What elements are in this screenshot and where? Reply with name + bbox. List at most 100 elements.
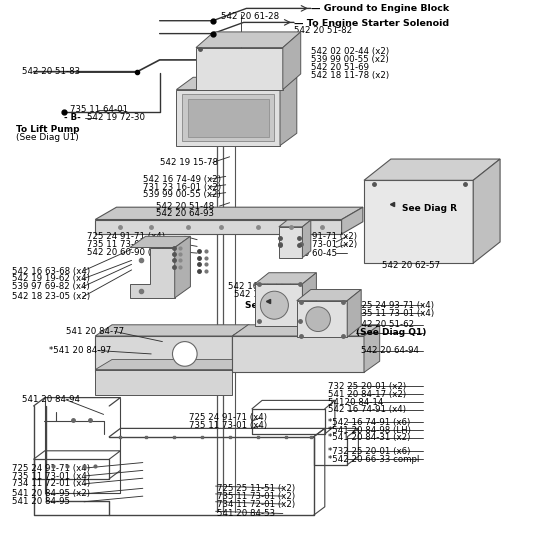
Polygon shape bbox=[188, 99, 269, 137]
Text: *732 25 20-01 (x6): *732 25 20-01 (x6) bbox=[328, 447, 410, 456]
Polygon shape bbox=[302, 220, 311, 258]
Text: 542 18 23-05 (x2): 542 18 23-05 (x2) bbox=[12, 292, 91, 301]
Polygon shape bbox=[302, 273, 316, 326]
Polygon shape bbox=[130, 248, 175, 298]
Text: 725 24 91-71 (x4): 725 24 91-71 (x4) bbox=[189, 413, 267, 422]
Text: See Diag R: See Diag R bbox=[402, 204, 457, 213]
Text: - B-: - B- bbox=[64, 113, 81, 122]
Polygon shape bbox=[283, 32, 301, 90]
Text: See Diag H: See Diag H bbox=[245, 301, 301, 310]
Text: 542 20 51-69: 542 20 51-69 bbox=[311, 63, 369, 72]
Text: 735 11 73-01 (x4): 735 11 73-01 (x4) bbox=[356, 309, 434, 318]
Polygon shape bbox=[196, 48, 283, 90]
Text: 542 20 60-45: 542 20 60-45 bbox=[279, 249, 337, 258]
Text: 542 16 74-49 (x2): 542 16 74-49 (x2) bbox=[143, 175, 221, 184]
Text: 735 11 73-01 (x2): 735 11 73-01 (x2) bbox=[217, 492, 296, 501]
Text: 725 24 93-71 (x4): 725 24 93-71 (x4) bbox=[356, 301, 433, 310]
Polygon shape bbox=[175, 236, 190, 298]
Text: *542 20 66-33 compl: *542 20 66-33 compl bbox=[328, 455, 419, 464]
Text: — To Engine Starter Solenoid: — To Engine Starter Solenoid bbox=[294, 19, 449, 28]
Text: 541 20 84-17 (x2): 541 20 84-17 (x2) bbox=[328, 390, 406, 399]
Text: *541 20 84-31 (x2): *541 20 84-31 (x2) bbox=[328, 433, 410, 442]
Polygon shape bbox=[232, 325, 380, 336]
Text: 541 20 84-95: 541 20 84-95 bbox=[12, 497, 71, 506]
Text: 734 11 72-01 (x2): 734 11 72-01 (x2) bbox=[217, 500, 296, 508]
Text: 732 25 20-01 (x2): 732 25 20-01 (x2) bbox=[328, 382, 406, 391]
Text: 735 11 73-01 (x4): 735 11 73-01 (x4) bbox=[12, 472, 91, 480]
Text: 542 19 72-30: 542 19 72-30 bbox=[87, 113, 145, 122]
Text: 541 20 84-53: 541 20 84-53 bbox=[217, 509, 276, 518]
Text: 725 24 91-71 (x4): 725 24 91-71 (x4) bbox=[12, 464, 90, 473]
Text: 541 20 84-94: 541 20 84-94 bbox=[22, 395, 81, 404]
Polygon shape bbox=[342, 207, 363, 234]
Polygon shape bbox=[130, 236, 190, 248]
Polygon shape bbox=[176, 77, 297, 90]
Polygon shape bbox=[347, 290, 361, 337]
Polygon shape bbox=[279, 227, 302, 258]
Polygon shape bbox=[255, 284, 302, 326]
Circle shape bbox=[306, 307, 330, 332]
Circle shape bbox=[260, 291, 288, 319]
Text: To Lift Pump: To Lift Pump bbox=[16, 125, 79, 134]
Text: (See Diag Q1): (See Diag Q1) bbox=[356, 328, 426, 337]
Text: 731 23 16-01 (x2): 731 23 16-01 (x2) bbox=[143, 183, 221, 192]
Circle shape bbox=[172, 342, 197, 366]
Text: 735 11 73-01 (x4): 735 11 73-01 (x4) bbox=[87, 240, 165, 249]
Text: 539 97 69-82 (x4): 539 97 69-82 (x4) bbox=[12, 282, 90, 291]
Text: 541 20 84-77: 541 20 84-77 bbox=[66, 327, 124, 336]
Text: 542 20 60-90 (x2): 542 20 60-90 (x2) bbox=[87, 248, 165, 256]
Text: 542 20 64-94: 542 20 64-94 bbox=[361, 346, 419, 355]
Polygon shape bbox=[95, 336, 232, 372]
Text: (See Diag U1): (See Diag U1) bbox=[16, 133, 78, 142]
Text: 725 25 11-51 (x2): 725 25 11-51 (x2) bbox=[217, 484, 296, 493]
Text: 735 11 73-01 (x2): 735 11 73-01 (x2) bbox=[279, 240, 357, 249]
Text: 541 20 84-95 (x2): 541 20 84-95 (x2) bbox=[12, 489, 90, 498]
Polygon shape bbox=[364, 180, 473, 263]
Polygon shape bbox=[95, 370, 232, 395]
Text: 542 18 11-78 (x2): 542 18 11-78 (x2) bbox=[311, 71, 389, 80]
Polygon shape bbox=[473, 159, 500, 263]
Text: 542 16 79-25 (x2): 542 16 79-25 (x2) bbox=[234, 290, 312, 299]
Polygon shape bbox=[280, 77, 297, 146]
Polygon shape bbox=[232, 336, 364, 372]
Text: 734 11 72-01 (x4): 734 11 72-01 (x4) bbox=[12, 479, 91, 488]
Text: 542 19 19-62 (x4): 542 19 19-62 (x4) bbox=[12, 274, 90, 283]
Text: 735 11 73-01 (x4): 735 11 73-01 (x4) bbox=[189, 421, 268, 430]
Polygon shape bbox=[95, 207, 363, 220]
Polygon shape bbox=[364, 159, 500, 180]
Text: 542 20 61-28: 542 20 61-28 bbox=[221, 12, 279, 21]
Polygon shape bbox=[279, 220, 311, 227]
Text: 539 99 00-55 (x2): 539 99 00-55 (x2) bbox=[143, 190, 221, 199]
Text: *542 16 74-91 (x6): *542 16 74-91 (x6) bbox=[328, 418, 410, 427]
Text: 542 20 62-57: 542 20 62-57 bbox=[382, 262, 440, 270]
Polygon shape bbox=[255, 273, 316, 284]
Polygon shape bbox=[95, 220, 342, 234]
Text: 735 11 64-01: 735 11 64-01 bbox=[70, 105, 128, 114]
Text: 542 20 51-82: 542 20 51-82 bbox=[294, 26, 352, 35]
Text: 542 20 51-48: 542 20 51-48 bbox=[156, 202, 214, 211]
Polygon shape bbox=[196, 32, 301, 48]
Text: 725 24 91-71 (x2): 725 24 91-71 (x2) bbox=[279, 232, 357, 241]
Text: 542 20 64-93: 542 20 64-93 bbox=[156, 209, 214, 218]
Text: 542 16 63-68 (x4): 542 16 63-68 (x4) bbox=[12, 267, 91, 276]
Text: *541 20 84-97: *541 20 84-97 bbox=[49, 346, 111, 355]
Text: 542 16 74-91 (x4): 542 16 74-91 (x4) bbox=[328, 405, 405, 414]
Text: 542 16 75-55 (x2): 542 16 75-55 (x2) bbox=[228, 282, 307, 291]
Text: *541 20 84-98 (LH): *541 20 84-98 (LH) bbox=[328, 426, 410, 435]
Polygon shape bbox=[297, 301, 347, 337]
Polygon shape bbox=[182, 94, 274, 141]
Text: 542 20 51-62: 542 20 51-62 bbox=[356, 320, 414, 329]
Text: 542 02 02-44 (x2): 542 02 02-44 (x2) bbox=[311, 47, 389, 56]
Text: 54120 84-14: 54120 84-14 bbox=[328, 398, 383, 407]
Polygon shape bbox=[364, 325, 380, 372]
Text: 542 19 15-78: 542 19 15-78 bbox=[160, 158, 218, 167]
Text: — Ground to Engine Block: — Ground to Engine Block bbox=[311, 4, 449, 13]
Text: 539 99 00-55 (x2): 539 99 00-55 (x2) bbox=[311, 55, 389, 64]
Text: 725 24 91-71 (x4): 725 24 91-71 (x4) bbox=[87, 232, 165, 241]
Polygon shape bbox=[297, 290, 361, 301]
Polygon shape bbox=[95, 325, 249, 336]
Text: 542 20 51-83: 542 20 51-83 bbox=[22, 67, 81, 76]
Polygon shape bbox=[95, 360, 249, 370]
Polygon shape bbox=[232, 325, 249, 372]
Polygon shape bbox=[176, 90, 280, 146]
